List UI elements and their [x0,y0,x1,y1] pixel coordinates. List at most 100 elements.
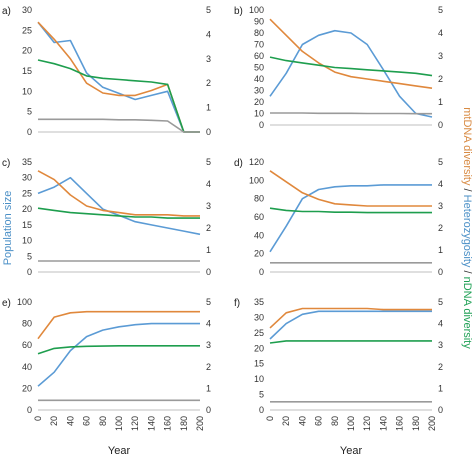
left-tick-label: 50 [254,63,264,73]
left-tick-label: 15 [22,66,32,76]
x-tick-label: 200 [195,416,205,431]
left-tick-label: 0 [27,127,32,137]
series-line-ndna [269,207,432,214]
x-tick-label: 80 [98,416,108,426]
x-tick-label: 0 [265,416,275,421]
left-tick-label: 120 [249,157,264,167]
series-line-heterozygosity [38,118,200,133]
right-tick-label: 4 [206,319,211,329]
right-tick-label: 0 [206,127,211,137]
right-tick-label: 5 [206,297,211,307]
right-tick-label: 3 [438,51,443,61]
left-tick-label: 30 [254,312,264,322]
right-tick-label: 1 [206,245,211,255]
left-tick-label: 5 [27,251,32,261]
x-tick-label: 60 [82,416,92,426]
left-tick-label: 30 [22,5,32,15]
series-line-ndna [269,340,432,344]
series-line-mtdna [269,18,433,89]
left-tick-label: 0 [259,267,264,277]
left-tick-label: 100 [249,175,264,185]
left-tick-label: 35 [22,157,32,167]
panel-label: c) [2,158,10,169]
right-tick-label: 4 [438,319,443,329]
left-tick-label: 0 [27,267,32,277]
x-tick-label: 40 [65,416,75,426]
series-line-mtdna [37,21,200,133]
right-tick-label: 3 [438,340,443,350]
x-axis-title: Year [340,445,363,457]
right-axis-title: mtDNA diversity / Heterozygosity / nDNA … [461,107,473,349]
left-tick-label: 80 [22,319,32,329]
right-tick-label: 2 [438,74,443,84]
left-tick-label: 10 [22,86,32,96]
left-tick-label: 20 [254,249,264,259]
left-tick-label: 30 [254,86,264,96]
x-tick-label: 120 [130,416,140,431]
left-tick-label: 15 [22,220,32,230]
series-line-ndna [37,59,200,133]
x-tick-label: 140 [378,416,388,431]
right-tick-label: 2 [206,223,211,233]
x-tick-label: 120 [362,416,372,431]
right-tick-label: 4 [438,28,443,38]
right-tick-label: 2 [438,223,443,233]
right-tick-label: 5 [438,5,443,15]
right-tick-label: 1 [206,103,211,113]
series-line-population [269,29,433,118]
x-tick-label: 200 [427,416,437,431]
left-tick-label: 5 [259,390,264,400]
left-tick-label: 0 [259,120,264,130]
panel-label: e) [2,298,11,309]
x-tick-label: 160 [163,416,173,431]
right-tick-label: 3 [438,201,443,211]
left-tick-label: 20 [22,383,32,393]
left-tick-label: 0 [259,405,264,415]
left-tick-label: 60 [254,212,264,222]
series-line-heterozygosity [270,112,432,115]
left-tick-label: 100 [17,297,32,307]
left-tick-label: 10 [254,374,264,384]
right-tick-label: 3 [206,340,211,350]
right-tick-label: 4 [206,179,211,189]
right-tick-label: 5 [438,297,443,307]
x-tick-label: 100 [114,416,124,431]
panel-label: f) [234,298,240,309]
left-tick-label: 90 [254,17,264,27]
x-tick-label: 100 [346,416,356,431]
left-tick-label: 5 [27,107,32,117]
left-tick-label: 25 [254,328,264,338]
left-tick-label: 25 [22,25,32,35]
series-line-ndna [37,344,200,355]
right-tick-label: 5 [206,157,211,167]
right-tick-label: 2 [206,78,211,88]
x-tick-label: 20 [49,416,59,426]
right-tick-label: 3 [206,54,211,64]
x-tick-label: 80 [330,416,340,426]
left-tick-label: 40 [254,74,264,84]
left-tick-label: 60 [254,51,264,61]
left-tick-label: 20 [254,97,264,107]
chart-panel-c: c) 0 5 10 15 20 25 30 35 0 1 2 3 4 5 [2,157,211,277]
left-tick-label: 40 [254,230,264,240]
right-tick-label: 1 [438,383,443,393]
right-title-part: nDNA diversity [461,277,473,350]
left-tick-label: 80 [254,194,264,204]
series-line-population [37,21,200,133]
series-line-ndna [269,56,433,77]
series-line-population [37,176,201,236]
right-title-part: Heterozygosity [461,195,473,268]
chart-panel-e: e) 0 20 40 60 80 100 0 1 2 3 4 5 0 20 40 60 80 100 120 140 16… [2,297,211,457]
right-tick-label: 1 [206,383,211,393]
right-tick-label: 3 [206,201,211,211]
left-tick-label: 80 [254,28,264,38]
chart-panel-a: a) 0 5 10 15 20 25 30 0 1 2 3 4 5 [2,5,211,137]
panel-label: b) [234,6,243,17]
right-tick-label: 5 [206,5,211,15]
right-tick-label: 1 [438,97,443,107]
panel-label: a) [2,6,11,17]
left-tick-label: 40 [22,362,32,372]
left-tick-label: 20 [22,46,32,56]
right-tick-label: 4 [438,179,443,189]
